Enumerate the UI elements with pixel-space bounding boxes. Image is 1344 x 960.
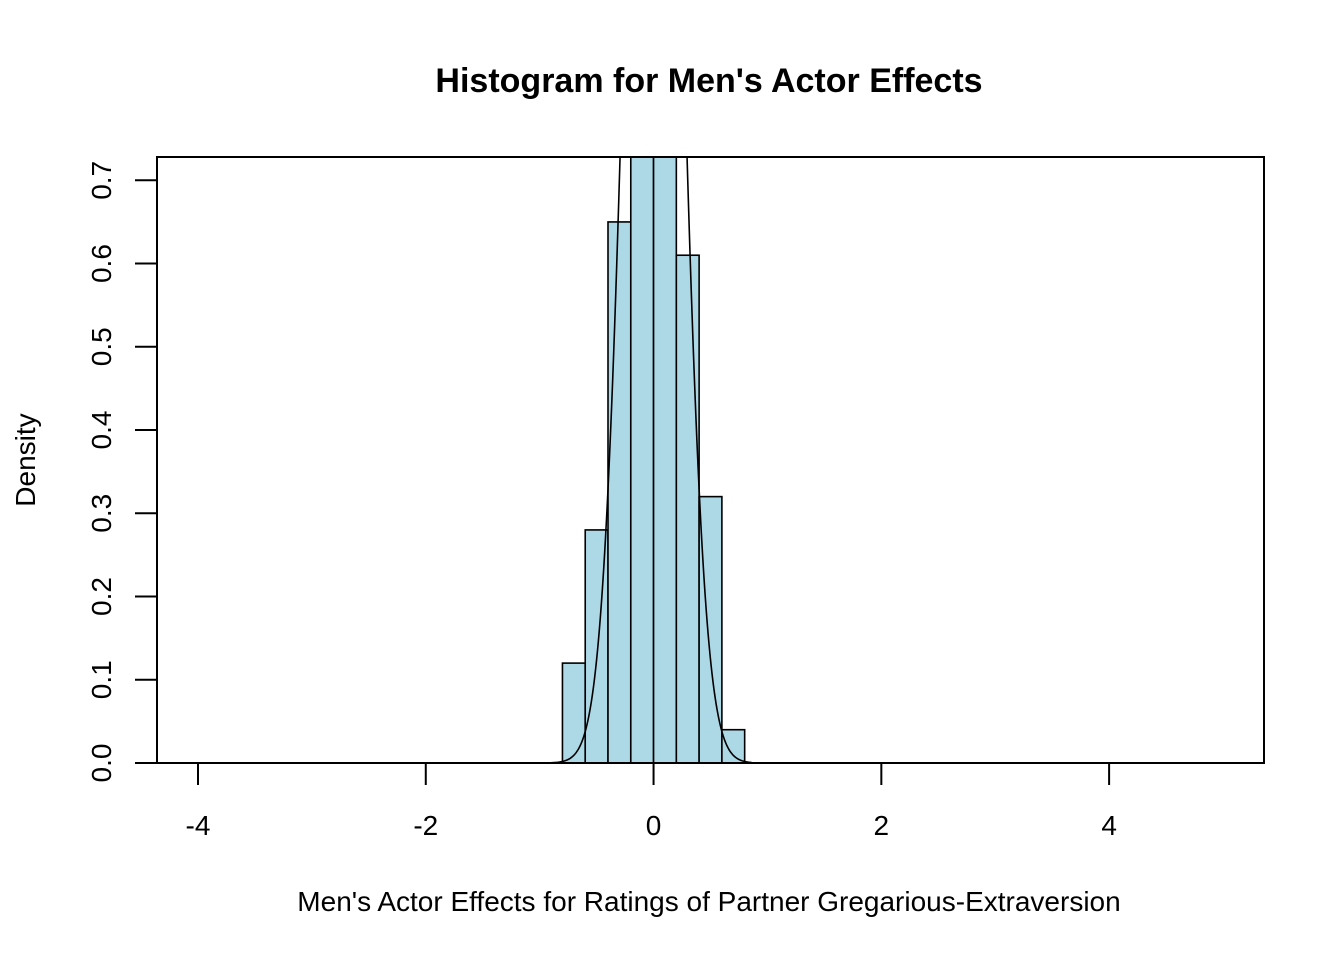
x-tick-label: 4 bbox=[1101, 810, 1117, 841]
y-axis-label: Density bbox=[10, 413, 41, 506]
y-tick-label: 0.3 bbox=[86, 494, 117, 533]
y-tick-label: 0.4 bbox=[86, 411, 117, 450]
y-tick-label: 0.0 bbox=[86, 744, 117, 783]
bars-layer bbox=[561, 157, 746, 763]
x-axis: -4 -2 0 2 4 bbox=[186, 762, 1117, 841]
histogram-bar bbox=[652, 157, 678, 763]
y-tick-label: 0.5 bbox=[86, 327, 117, 366]
histogram-bar bbox=[607, 221, 632, 763]
histogram-bar bbox=[561, 662, 587, 763]
histogram-bar bbox=[675, 254, 700, 763]
histogram-bar bbox=[721, 728, 746, 763]
y-tick-label: 0.2 bbox=[86, 577, 117, 616]
histogram-bar bbox=[629, 157, 655, 763]
density-curve bbox=[548, 157, 752, 763]
y-tick-label: 0.7 bbox=[86, 161, 117, 200]
histogram-bar bbox=[698, 495, 723, 763]
curve-layer bbox=[548, 157, 752, 763]
x-tick-label: -2 bbox=[413, 810, 438, 841]
chart-title: Histogram for Men's Actor Effects bbox=[435, 62, 982, 100]
y-axis: 0.0 0.1 0.2 0.3 0.4 0.5 0.6 0.7 bbox=[86, 161, 158, 783]
x-tick-label: 2 bbox=[874, 810, 890, 841]
y-tick-label: 0.6 bbox=[86, 244, 117, 283]
x-tick-label: 0 bbox=[646, 810, 662, 841]
y-tick-label: 0.1 bbox=[86, 660, 117, 699]
x-tick-label: -4 bbox=[186, 810, 211, 841]
x-axis-label: Men's Actor Effects for Ratings of Partn… bbox=[297, 886, 1120, 917]
